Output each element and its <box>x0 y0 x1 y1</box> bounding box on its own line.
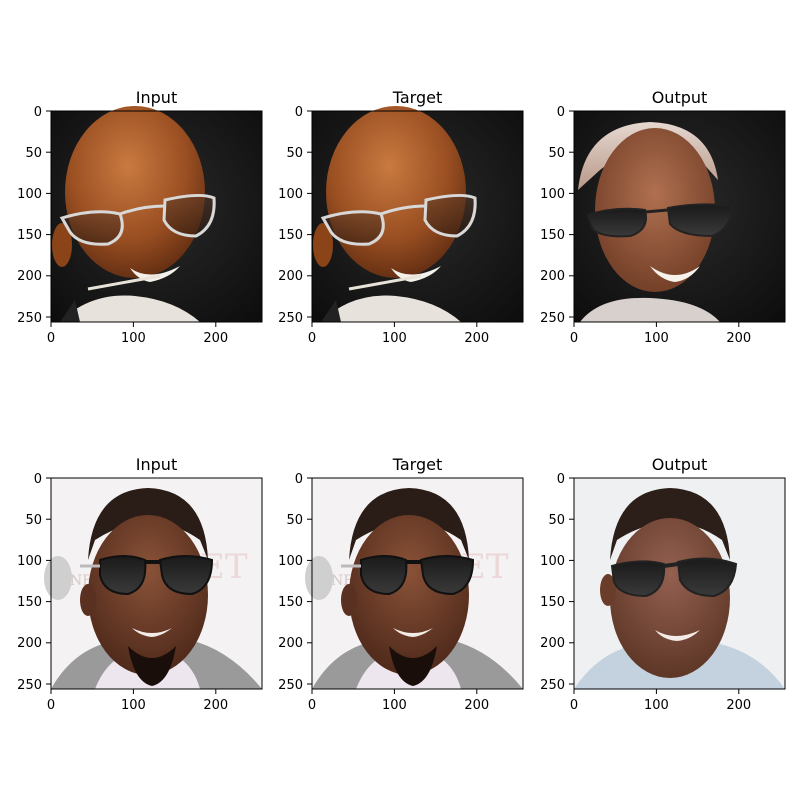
x-tick-label: 0 <box>47 698 55 713</box>
y-axis: 0 50 100 150 200 250 <box>540 472 574 693</box>
x-tick-label: 200 <box>726 331 751 346</box>
x-tick-label: 0 <box>570 331 578 346</box>
x-tick-label: 100 <box>382 331 407 346</box>
panel-target-row2: Target NEW ET 0 100 <box>278 455 524 713</box>
x-axis: 0 100 200 <box>308 322 489 346</box>
photo-image <box>574 478 785 689</box>
panel-input-row2: Input NEW ET 0 100 2 <box>17 455 263 713</box>
x-tick-label: 0 <box>570 698 578 713</box>
y-tick-label: 250 <box>17 678 42 693</box>
axes-frame <box>50 477 263 690</box>
axes-frame <box>311 110 524 323</box>
y-tick-label: 100 <box>278 554 303 569</box>
y-tick-label: 0 <box>295 105 303 120</box>
panel-title: Output <box>652 455 708 474</box>
y-tick-label: 250 <box>540 678 565 693</box>
y-axis: 0 50 100 150 200 250 <box>278 472 312 693</box>
y-axis: 0 50 100 150 200 250 <box>278 105 312 326</box>
y-tick-label: 50 <box>548 146 565 161</box>
x-axis: 0 100 200 <box>47 322 228 346</box>
panel-title: Input <box>136 455 177 474</box>
y-tick-label: 150 <box>17 228 42 243</box>
x-axis: 0 100 200 <box>47 689 228 713</box>
y-tick-label: 100 <box>17 187 42 202</box>
panel-title: Target <box>392 455 443 474</box>
y-tick-label: 0 <box>557 105 565 120</box>
panel-title: Target <box>392 88 443 107</box>
y-tick-label: 50 <box>286 513 303 528</box>
y-tick-label: 50 <box>25 146 42 161</box>
x-tick-label: 200 <box>464 331 489 346</box>
y-tick-label: 100 <box>17 554 42 569</box>
y-tick-label: 200 <box>278 269 303 284</box>
x-tick-label: 0 <box>308 331 316 346</box>
x-tick-label: 100 <box>121 331 146 346</box>
x-tick-label: 200 <box>203 698 228 713</box>
x-tick-label: 100 <box>382 698 407 713</box>
y-axis: 0 50 100 150 200 250 <box>17 105 51 326</box>
panel-output-row2: Output 0 100 200 <box>540 455 786 713</box>
x-tick-label: 0 <box>308 698 316 713</box>
y-tick-label: 0 <box>34 105 42 120</box>
x-tick-label: 100 <box>644 698 669 713</box>
y-tick-label: 250 <box>17 311 42 326</box>
y-tick-label: 250 <box>278 311 303 326</box>
panel-output-row1: Output 0 100 200 <box>540 88 786 346</box>
y-tick-label: 0 <box>557 472 565 487</box>
y-tick-label: 150 <box>17 595 42 610</box>
y-tick-label: 200 <box>17 269 42 284</box>
x-axis: 0 100 200 <box>308 689 489 713</box>
y-tick-label: 200 <box>17 636 42 651</box>
panel-title: Input <box>136 88 177 107</box>
photo-image: NEW ET <box>44 478 262 689</box>
y-tick-label: 200 <box>278 636 303 651</box>
y-tick-label: 250 <box>278 678 303 693</box>
y-tick-label: 200 <box>540 636 565 651</box>
y-tick-label: 100 <box>540 554 565 569</box>
y-tick-label: 150 <box>540 228 565 243</box>
y-tick-label: 50 <box>286 146 303 161</box>
photo-image <box>312 106 523 322</box>
y-tick-label: 50 <box>25 513 42 528</box>
x-axis: 0 100 200 <box>570 322 751 346</box>
y-tick-label: 200 <box>540 269 565 284</box>
y-tick-label: 100 <box>278 187 303 202</box>
axes-frame <box>311 477 524 690</box>
panel-input-row1: Input 0 100 200 <box>17 88 263 346</box>
photo-image <box>51 106 262 322</box>
y-tick-label: 250 <box>540 311 565 326</box>
x-tick-label: 200 <box>464 698 489 713</box>
x-tick-label: 0 <box>47 331 55 346</box>
x-tick-label: 100 <box>644 331 669 346</box>
axes-frame <box>50 110 263 323</box>
y-tick-label: 150 <box>278 228 303 243</box>
panel-title: Output <box>652 88 708 107</box>
axes-frame <box>573 477 786 690</box>
y-tick-label: 150 <box>540 595 565 610</box>
y-tick-label: 100 <box>540 187 565 202</box>
y-tick-label: 150 <box>278 595 303 610</box>
x-tick-label: 200 <box>726 698 751 713</box>
y-axis: 0 50 100 150 200 250 <box>17 472 51 693</box>
x-axis: 0 100 200 <box>570 689 751 713</box>
panel-target-row1: Target 0 100 200 <box>278 88 524 346</box>
y-tick-label: 0 <box>295 472 303 487</box>
y-tick-label: 50 <box>548 513 565 528</box>
y-tick-label: 0 <box>34 472 42 487</box>
photo-image: NEW ET <box>305 478 523 689</box>
y-axis: 0 50 100 150 200 250 <box>540 105 574 326</box>
x-tick-label: 100 <box>121 698 146 713</box>
axes-frame <box>573 110 786 323</box>
x-tick-label: 200 <box>203 331 228 346</box>
photo-image <box>574 111 785 322</box>
